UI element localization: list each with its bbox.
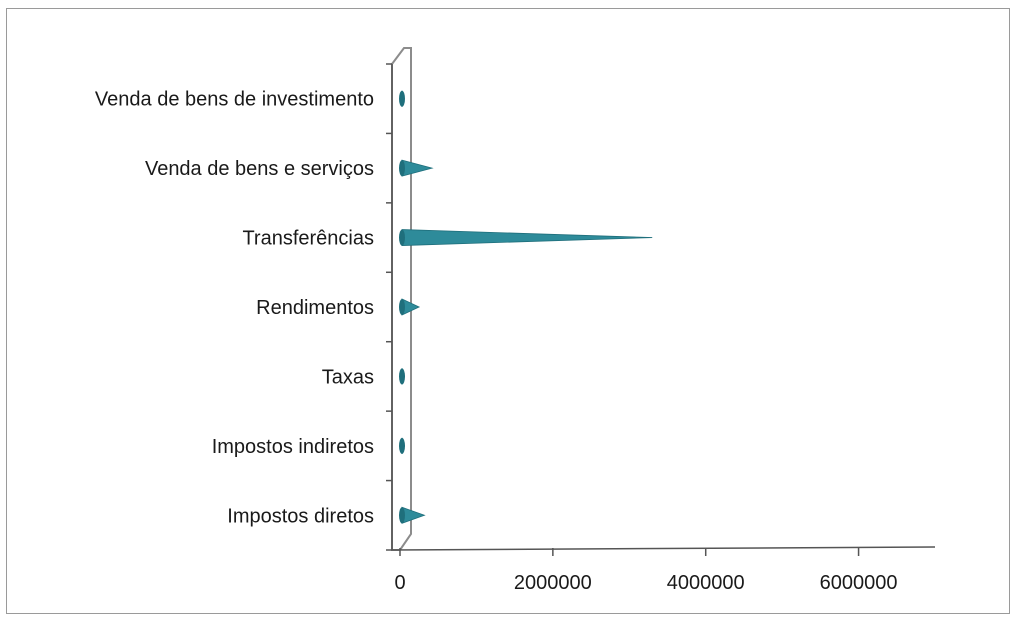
category-label: Transferências xyxy=(242,228,374,250)
bar-base xyxy=(399,507,405,524)
chart-side-wall xyxy=(391,47,412,551)
category-label: Impostos diretos xyxy=(227,505,374,527)
bar xyxy=(401,159,434,177)
bar xyxy=(401,506,426,524)
bar xyxy=(401,229,653,246)
category-labels: Impostos diretos Impostos indiretos Taxas R… xyxy=(95,89,374,528)
category-label: Venda de bens de investimento xyxy=(95,89,374,111)
chart-floor-edge xyxy=(399,533,412,551)
category-label: Rendimentos xyxy=(256,297,374,319)
category-label: Impostos indiretos xyxy=(212,436,374,458)
category-label: Venda de bens e serviços xyxy=(145,158,374,180)
bar-base xyxy=(399,437,405,454)
bars-group xyxy=(399,90,653,524)
bar-base xyxy=(399,160,405,177)
bar-base xyxy=(399,368,405,385)
bar-base xyxy=(399,90,405,107)
x-tick-label: 4000000 xyxy=(667,572,745,594)
x-tick-labels: 0 2000000 4000000 6000000 xyxy=(394,572,897,594)
x-tick-label: 6000000 xyxy=(820,572,898,594)
x-tick-label: 2000000 xyxy=(514,572,592,594)
x-tick-label: 0 xyxy=(394,572,405,594)
chart-frame xyxy=(6,8,1010,614)
x-axis-line xyxy=(391,546,936,551)
category-label: Taxas xyxy=(322,366,374,388)
category-ticks xyxy=(386,63,392,551)
value-ticks xyxy=(399,548,860,556)
bar-base xyxy=(399,229,405,246)
bar-base xyxy=(399,299,405,315)
